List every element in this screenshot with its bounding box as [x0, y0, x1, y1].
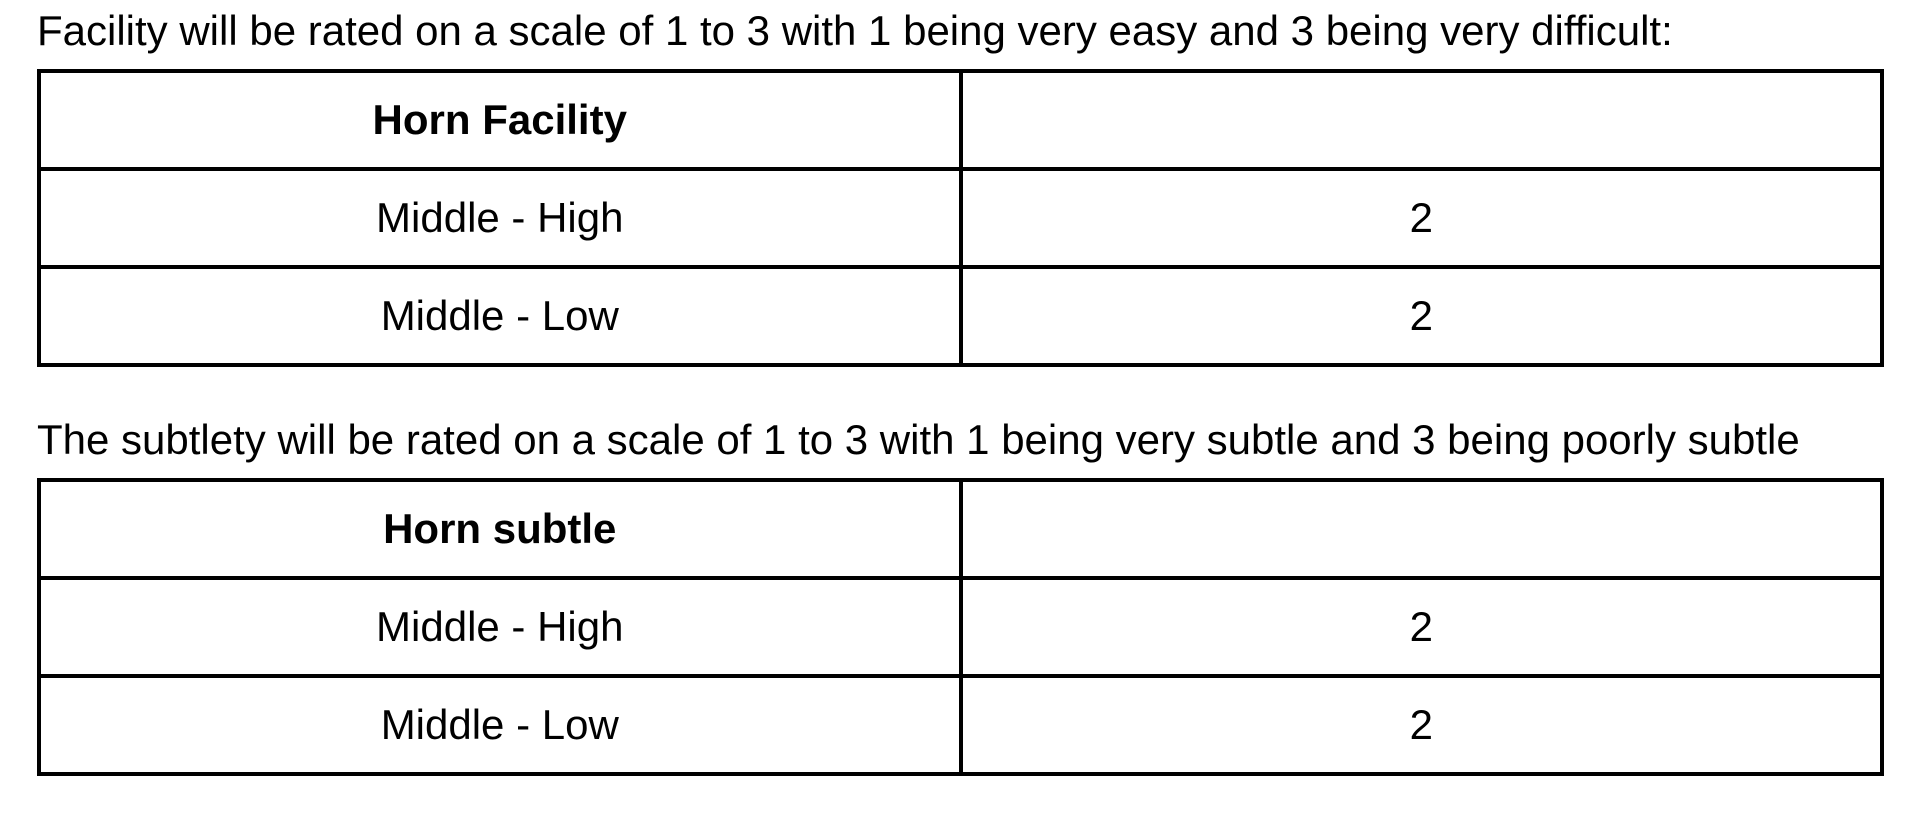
- subtlety-table-header-value-cell: [958, 478, 1884, 580]
- table-row: Middle - High 2: [37, 167, 1884, 269]
- facility-table-header-cell: Horn Facility: [37, 69, 963, 171]
- subtlety-intro-text: The subtlety will be rated on a scale of…: [37, 416, 1800, 463]
- facility-table-header-row: Horn Facility: [37, 69, 1884, 171]
- facility-section: Facility will be rated on a scale of 1 t…: [37, 6, 1930, 367]
- table-row: Middle - Low 2: [37, 674, 1884, 776]
- subtlety-table: Horn subtle Middle - High 2 Middle - Low…: [37, 478, 1884, 776]
- row-label-cell: Middle - High: [37, 167, 963, 269]
- row-label-cell: Middle - Low: [37, 674, 963, 776]
- facility-table: Horn Facility Middle - High 2 Middle - L…: [37, 69, 1884, 367]
- row-value-cell: 2: [958, 576, 1884, 678]
- table-row: Middle - High 2: [37, 576, 1884, 678]
- table-row: Middle - Low 2: [37, 265, 1884, 367]
- subtlety-table-header-cell: Horn subtle: [37, 478, 963, 580]
- row-value-cell: 2: [958, 265, 1884, 367]
- row-label-cell: Middle - Low: [37, 265, 963, 367]
- row-label-cell: Middle - High: [37, 576, 963, 678]
- facility-table-header-value-cell: [958, 69, 1884, 171]
- subtlety-table-header-row: Horn subtle: [37, 478, 1884, 580]
- row-value-cell: 2: [958, 674, 1884, 776]
- row-value-cell: 2: [958, 167, 1884, 269]
- facility-intro-text: Facility will be rated on a scale of 1 t…: [37, 7, 1673, 54]
- subtlety-section: The subtlety will be rated on a scale of…: [37, 415, 1930, 776]
